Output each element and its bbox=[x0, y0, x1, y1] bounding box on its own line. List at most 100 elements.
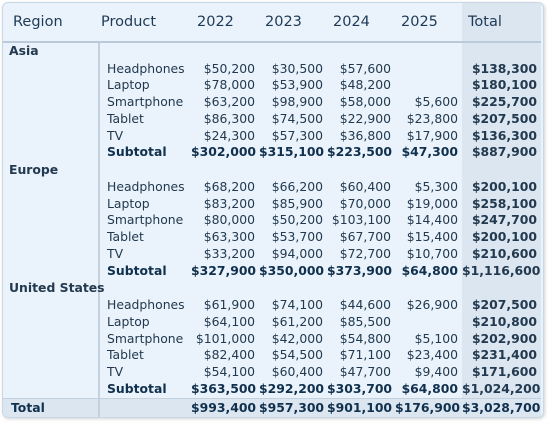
column-header-2024[interactable]: 2024 bbox=[327, 3, 395, 43]
product-label[interactable]: Laptop bbox=[98, 195, 191, 213]
value-cell[interactable]: $54,800 bbox=[339, 330, 391, 346]
value-cell[interactable]: $54,100 bbox=[203, 364, 255, 380]
row-total-cell[interactable]: $171,600 bbox=[462, 364, 541, 382]
value-cell[interactable]: $44,600 bbox=[339, 297, 391, 313]
subtotal-value-cell[interactable]: $292,200 bbox=[259, 381, 325, 397]
subtotal-value-cell[interactable]: $223,500 bbox=[327, 144, 393, 160]
subtotal-value-cell[interactable]: $327,900 bbox=[191, 262, 257, 278]
row-total-cell[interactable]: $210,600 bbox=[462, 245, 541, 263]
value-cell[interactable]: $57,300 bbox=[271, 127, 323, 143]
row-total-cell[interactable]: $225,700 bbox=[462, 94, 541, 111]
value-cell[interactable]: $82,400 bbox=[203, 347, 255, 363]
value-cell[interactable]: $23,400 bbox=[406, 347, 458, 363]
value-cell[interactable]: $33,200 bbox=[203, 245, 255, 261]
value-cell[interactable]: $48,200 bbox=[339, 77, 391, 93]
value-cell[interactable]: $54,500 bbox=[271, 347, 323, 363]
value-cell[interactable]: $23,800 bbox=[406, 110, 458, 126]
value-cell[interactable]: $5,100 bbox=[414, 330, 458, 346]
subtotal-value-cell[interactable]: $373,900 bbox=[327, 262, 393, 278]
column-header-2023[interactable]: 2023 bbox=[259, 3, 327, 43]
value-cell[interactable]: $22,900 bbox=[339, 110, 391, 126]
grand-total-value-cell[interactable]: $901,100 bbox=[327, 397, 395, 417]
value-cell[interactable]: $60,400 bbox=[339, 178, 391, 194]
row-total-cell[interactable]: $258,100 bbox=[462, 195, 541, 213]
subtotal-value-cell[interactable]: $64,800 bbox=[401, 262, 458, 278]
product-label[interactable]: Laptop bbox=[98, 77, 191, 95]
subtotal-value-cell[interactable]: $350,000 bbox=[259, 262, 325, 278]
product-label[interactable]: TV bbox=[98, 127, 191, 145]
value-cell[interactable]: $61,900 bbox=[203, 297, 255, 313]
value-cell[interactable]: $47,700 bbox=[339, 364, 391, 380]
row-total-cell[interactable]: $207,500 bbox=[462, 110, 541, 128]
value-cell[interactable]: $15,400 bbox=[406, 229, 458, 245]
grand-total-value-cell[interactable]: $957,300 bbox=[259, 397, 327, 417]
value-cell[interactable]: $53,900 bbox=[271, 77, 323, 93]
value-cell[interactable]: $98,900 bbox=[271, 94, 323, 110]
value-cell[interactable]: $57,600 bbox=[339, 60, 391, 76]
value-cell[interactable]: $86,300 bbox=[203, 110, 255, 126]
value-cell[interactable]: $36,800 bbox=[339, 127, 391, 143]
value-cell[interactable]: $14,400 bbox=[406, 212, 458, 228]
value-cell[interactable]: $50,200 bbox=[203, 60, 255, 76]
row-total-cell[interactable]: $207,500 bbox=[462, 297, 541, 314]
value-cell[interactable]: $101,000 bbox=[195, 330, 255, 346]
value-cell[interactable]: $63,300 bbox=[203, 229, 255, 245]
product-label[interactable]: Tablet bbox=[98, 347, 191, 365]
value-cell[interactable]: $94,000 bbox=[271, 245, 323, 261]
value-cell[interactable]: $42,000 bbox=[271, 330, 323, 346]
product-label[interactable]: Tablet bbox=[98, 229, 191, 246]
grand-total-value-cell[interactable]: $993,400 bbox=[191, 397, 259, 417]
row-total-cell[interactable]: $138,300 bbox=[462, 60, 541, 78]
product-label[interactable]: Headphones bbox=[98, 297, 191, 314]
column-header-product[interactable]: Product bbox=[99, 3, 191, 43]
value-cell[interactable]: $9,400 bbox=[414, 364, 458, 380]
value-cell[interactable]: $17,900 bbox=[406, 127, 458, 143]
product-label[interactable]: Laptop bbox=[98, 313, 191, 331]
region-label[interactable]: United States bbox=[9, 279, 105, 295]
product-label[interactable]: Smartphone bbox=[98, 212, 191, 230]
value-cell[interactable]: $68,200 bbox=[203, 178, 255, 194]
value-cell[interactable]: $19,000 bbox=[406, 195, 458, 211]
value-cell[interactable]: $30,500 bbox=[271, 60, 323, 76]
value-cell[interactable]: $10,700 bbox=[406, 245, 458, 261]
grand-total-value-cell[interactable]: $176,900 bbox=[395, 397, 462, 417]
value-cell[interactable]: $78,000 bbox=[203, 77, 255, 93]
subtotal-value-cell[interactable]: $64,800 bbox=[401, 381, 458, 397]
value-cell[interactable]: $67,700 bbox=[339, 229, 391, 245]
value-cell[interactable]: $85,500 bbox=[339, 313, 391, 329]
value-cell[interactable]: $60,400 bbox=[271, 364, 323, 380]
subtotal-total-cell[interactable]: $1,024,200 bbox=[462, 381, 541, 399]
value-cell[interactable]: $64,100 bbox=[203, 313, 255, 329]
subtotal-total-cell[interactable]: $887,900 bbox=[462, 144, 541, 162]
subtotal-value-cell[interactable]: $47,300 bbox=[401, 144, 458, 160]
subtotal-value-cell[interactable]: $303,700 bbox=[327, 381, 393, 397]
row-total-cell[interactable]: $231,400 bbox=[462, 347, 541, 365]
value-cell[interactable]: $71,100 bbox=[339, 347, 391, 363]
value-cell[interactable]: $53,700 bbox=[271, 229, 323, 245]
value-cell[interactable]: $103,100 bbox=[331, 212, 391, 228]
product-label[interactable]: Tablet bbox=[98, 110, 191, 128]
value-cell[interactable] bbox=[395, 77, 462, 94]
product-label[interactable]: Smartphone bbox=[98, 94, 191, 111]
subtotal-total-cell[interactable]: $1,116,600 bbox=[462, 262, 541, 280]
value-cell[interactable]: $85,900 bbox=[271, 195, 323, 211]
value-cell[interactable]: $74,500 bbox=[271, 110, 323, 126]
region-label[interactable]: Europe bbox=[9, 161, 59, 177]
column-header-region[interactable]: Region bbox=[3, 3, 99, 43]
value-cell[interactable]: $66,200 bbox=[271, 178, 323, 194]
column-header-2025[interactable]: 2025 bbox=[395, 3, 462, 43]
value-cell[interactable]: $50,200 bbox=[271, 212, 323, 228]
value-cell[interactable]: $24,300 bbox=[203, 127, 255, 143]
value-cell[interactable]: $26,900 bbox=[406, 297, 458, 313]
row-total-cell[interactable]: $202,900 bbox=[462, 330, 541, 348]
column-header-total[interactable]: Total bbox=[462, 3, 541, 43]
value-cell[interactable]: $70,000 bbox=[339, 195, 391, 211]
row-total-cell[interactable]: $180,100 bbox=[462, 77, 541, 95]
product-label[interactable]: Headphones bbox=[98, 60, 191, 78]
value-cell[interactable]: $63,200 bbox=[203, 94, 255, 110]
grand-total-cell[interactable]: $3,028,700 bbox=[462, 397, 541, 417]
region-label[interactable]: Asia bbox=[9, 43, 39, 59]
value-cell[interactable]: $72,700 bbox=[339, 245, 391, 261]
product-label[interactable]: Headphones bbox=[98, 178, 191, 196]
subtotal-value-cell[interactable]: $302,000 bbox=[191, 144, 257, 160]
